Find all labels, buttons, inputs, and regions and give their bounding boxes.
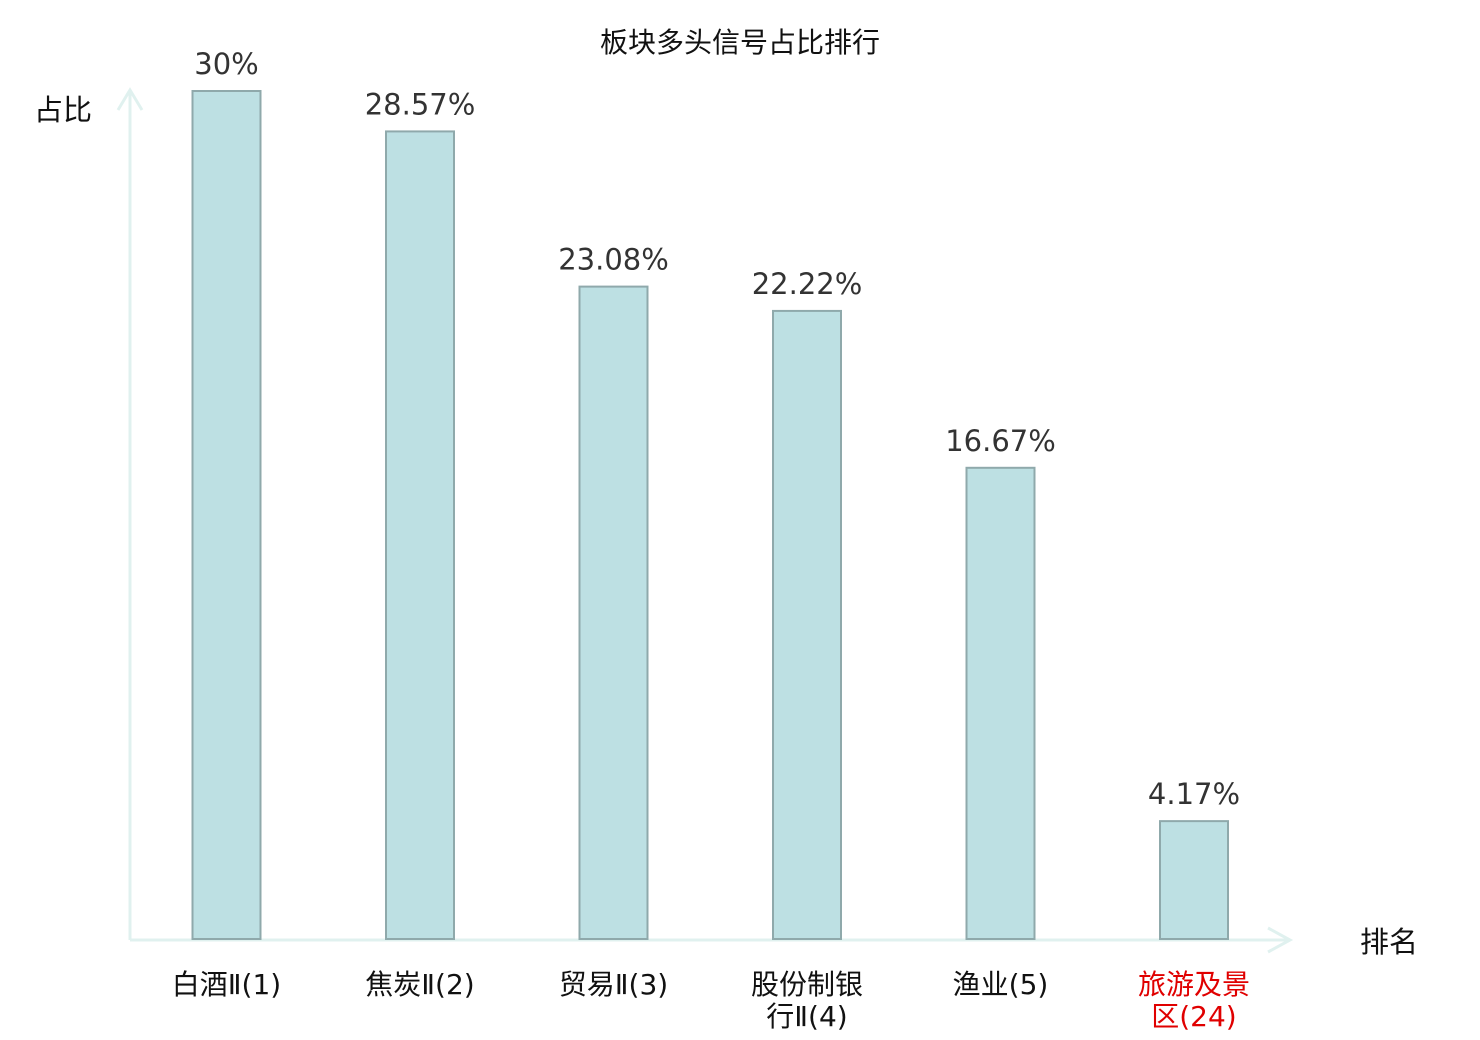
- bars-group: [191, 90, 1229, 940]
- category-label-6: 旅游及景区(24): [1138, 968, 1250, 1033]
- category-label-3: 贸易Ⅱ(3): [559, 968, 668, 1001]
- bar-1: [191, 90, 262, 940]
- category-label-5: 渔业(5): [953, 968, 1049, 1001]
- bar-2: [385, 130, 455, 940]
- value-label-6: 4.17%: [1148, 777, 1240, 811]
- category-labels-group: 白酒Ⅱ(1) 焦炭Ⅱ(2) 贸易Ⅱ(3) 股份制银行Ⅱ(4) 渔业(5) 旅游及景区(24…: [172, 968, 1250, 1033]
- category-label-2: 焦炭Ⅱ(2): [365, 968, 474, 1001]
- y-axis-label: 占比: [34, 93, 92, 127]
- category-label-line: 渔业(5): [953, 968, 1049, 1001]
- bar-4: [772, 309, 842, 940]
- value-labels-group: 30% 28.57% 23.08% 22.22% 16.67% 4.17%: [194, 47, 1240, 811]
- value-label-2: 28.57%: [365, 87, 476, 121]
- category-label-line: 股份制银: [751, 968, 863, 1001]
- chart-title: 板块多头信号占比排行: [600, 26, 880, 59]
- value-label-3: 23.08%: [558, 243, 669, 277]
- value-label-4: 22.22%: [752, 267, 863, 301]
- category-label-line: 贸易Ⅱ(3): [559, 968, 668, 1001]
- category-label-line: 焦炭Ⅱ(2): [365, 968, 474, 1001]
- x-axis-label: 排名: [1360, 925, 1418, 959]
- category-label-4: 股份制银行Ⅱ(4): [751, 968, 863, 1033]
- category-label-1: 白酒Ⅱ(1): [172, 968, 281, 1001]
- bar-3: [578, 285, 649, 940]
- y-axis: [116, 87, 144, 940]
- value-label-5: 16.67%: [945, 424, 1056, 458]
- value-label-1: 30%: [194, 47, 258, 81]
- bar-5: [965, 466, 1036, 940]
- category-label-line: 旅游及景: [1138, 968, 1250, 1001]
- category-label-line: 行Ⅱ(4): [766, 1000, 847, 1033]
- category-label-line: 区(24): [1151, 1000, 1236, 1033]
- bar-6: [1159, 820, 1229, 940]
- category-label-line: 白酒Ⅱ(1): [172, 968, 281, 1001]
- x-axis: [130, 926, 1294, 954]
